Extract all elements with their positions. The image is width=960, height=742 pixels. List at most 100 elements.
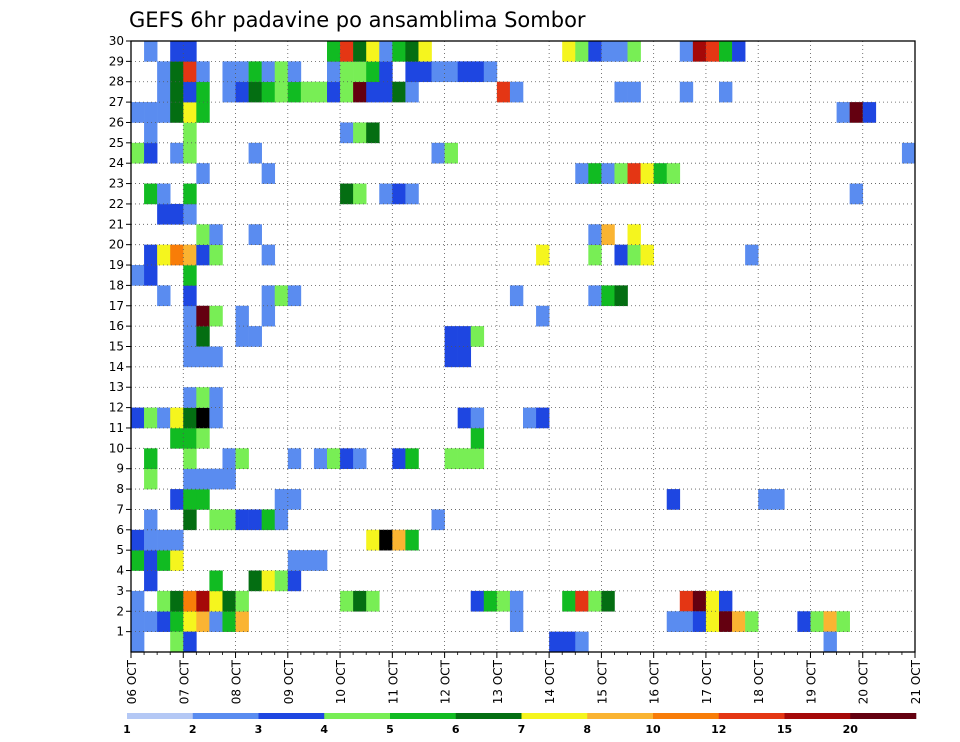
heatmap-cell: [470, 427, 485, 449]
heatmap-cell: [235, 590, 249, 612]
heatmap-cell: [183, 81, 197, 103]
heatmap-cell: [131, 407, 145, 429]
heatmap-cell: [340, 183, 354, 205]
colorbar-swatch: [521, 713, 588, 719]
heatmap-cell: [170, 427, 184, 449]
heatmap-cell: [196, 163, 210, 184]
heatmap-cell: [457, 346, 472, 368]
heatmap-cell: [196, 611, 210, 632]
heatmap-cell: [797, 611, 811, 632]
heatmap-cell: [340, 122, 354, 144]
heatmap-cell: [183, 631, 197, 653]
heatmap-cell: [131, 550, 145, 571]
heatmap-cell: [196, 326, 210, 347]
heatmap-cell: [196, 387, 210, 408]
colorbar-label: 6: [452, 723, 460, 736]
heatmap-cell: [248, 509, 262, 531]
heatmap-cell: [575, 163, 589, 184]
heatmap-cell: [692, 611, 707, 632]
heatmap-cell: [575, 590, 589, 612]
heatmap-cell: [144, 41, 158, 62]
heatmap-cell: [340, 61, 354, 83]
heatmap-cell: [157, 611, 171, 632]
colorbar-swatch: [258, 713, 325, 719]
x-tick-label: 14 OCT: [543, 659, 557, 704]
heatmap-cell: [287, 570, 302, 592]
heatmap-cell: [144, 102, 158, 123]
heatmap-cell: [144, 570, 158, 592]
heatmap-cell: [627, 224, 641, 245]
x-tick-label: 16 OCT: [648, 659, 662, 704]
heatmap-cell: [222, 611, 236, 632]
heatmap-cell: [509, 81, 524, 103]
heatmap-cell: [392, 41, 406, 62]
heatmap-cell: [392, 529, 406, 551]
y-tick-label: 26: [109, 115, 124, 129]
y-tick-label: 1: [116, 625, 124, 639]
heatmap-cell: [405, 41, 419, 62]
heatmap-cell: [810, 611, 824, 632]
heatmap-cell: [261, 81, 276, 103]
heatmap-cell: [601, 590, 615, 612]
y-tick-label: 2: [116, 604, 124, 618]
heatmap-cell: [431, 509, 445, 531]
heatmap-cell: [536, 244, 550, 266]
heatmap-cell: [444, 346, 458, 368]
heatmap-cell: [144, 468, 158, 490]
heatmap-cell: [248, 224, 262, 245]
heatmap-cell: [170, 611, 184, 632]
heatmap-cell: [509, 285, 524, 307]
heatmap-cell: [719, 41, 733, 62]
heatmap-cell: [287, 489, 302, 510]
heatmap-cell: [353, 448, 367, 469]
heatmap-cell: [274, 509, 289, 531]
colorbar-swatch: [718, 713, 785, 719]
heatmap-cell: [353, 61, 367, 83]
heatmap-cell: [444, 448, 458, 469]
heatmap-cell: [196, 244, 210, 266]
y-tick-label: 17: [109, 299, 124, 313]
heatmap-cell: [483, 61, 498, 83]
heatmap-cell: [470, 61, 485, 83]
x-tick-label: 19 OCT: [804, 659, 818, 704]
colorbar-label: 20: [843, 723, 859, 736]
heatmap-cell: [588, 41, 602, 62]
heatmap-cell: [392, 448, 406, 469]
colorbar-swatch: [127, 713, 194, 719]
heatmap-cells: [131, 41, 916, 653]
heatmap-cell: [157, 407, 171, 429]
heatmap-cell: [209, 407, 223, 429]
heatmap-cell: [457, 326, 472, 347]
heatmap-cell: [327, 41, 341, 62]
heatmap-cell: [588, 224, 602, 245]
heatmap-cell: [340, 448, 354, 469]
chart-title: GEFS 6hr padavine po ansamblima Sombor: [129, 8, 586, 32]
colorbar-label: 3: [255, 723, 263, 736]
heatmap-cell: [366, 61, 380, 83]
heatmap-cell: [183, 285, 197, 307]
heatmap-cell: [836, 102, 850, 123]
heatmap-cell: [261, 61, 276, 83]
heatmap-cell: [183, 427, 197, 449]
heatmap-cell: [235, 611, 249, 632]
heatmap-cell: [287, 550, 302, 571]
y-tick-label: 13: [109, 380, 124, 394]
heatmap-cell: [157, 590, 171, 612]
heatmap-cell: [261, 163, 276, 184]
heatmap-cell: [470, 326, 485, 347]
heatmap-cell: [405, 61, 419, 83]
heatmap-cell: [196, 102, 210, 123]
heatmap-cell: [340, 81, 354, 103]
heatmap-cell: [196, 489, 210, 510]
heatmap-cell: [183, 590, 197, 612]
heatmap-cell: [248, 326, 262, 347]
heatmap-cell: [183, 122, 197, 144]
heatmap-cell: [666, 489, 681, 510]
y-tick-label: 7: [116, 502, 124, 516]
colorbar-label: 8: [583, 723, 591, 736]
colorbar-swatch: [653, 713, 720, 719]
x-tick-label: 17 OCT: [700, 659, 714, 704]
heatmap-cell: [901, 142, 916, 164]
heatmap-cell: [222, 448, 236, 469]
